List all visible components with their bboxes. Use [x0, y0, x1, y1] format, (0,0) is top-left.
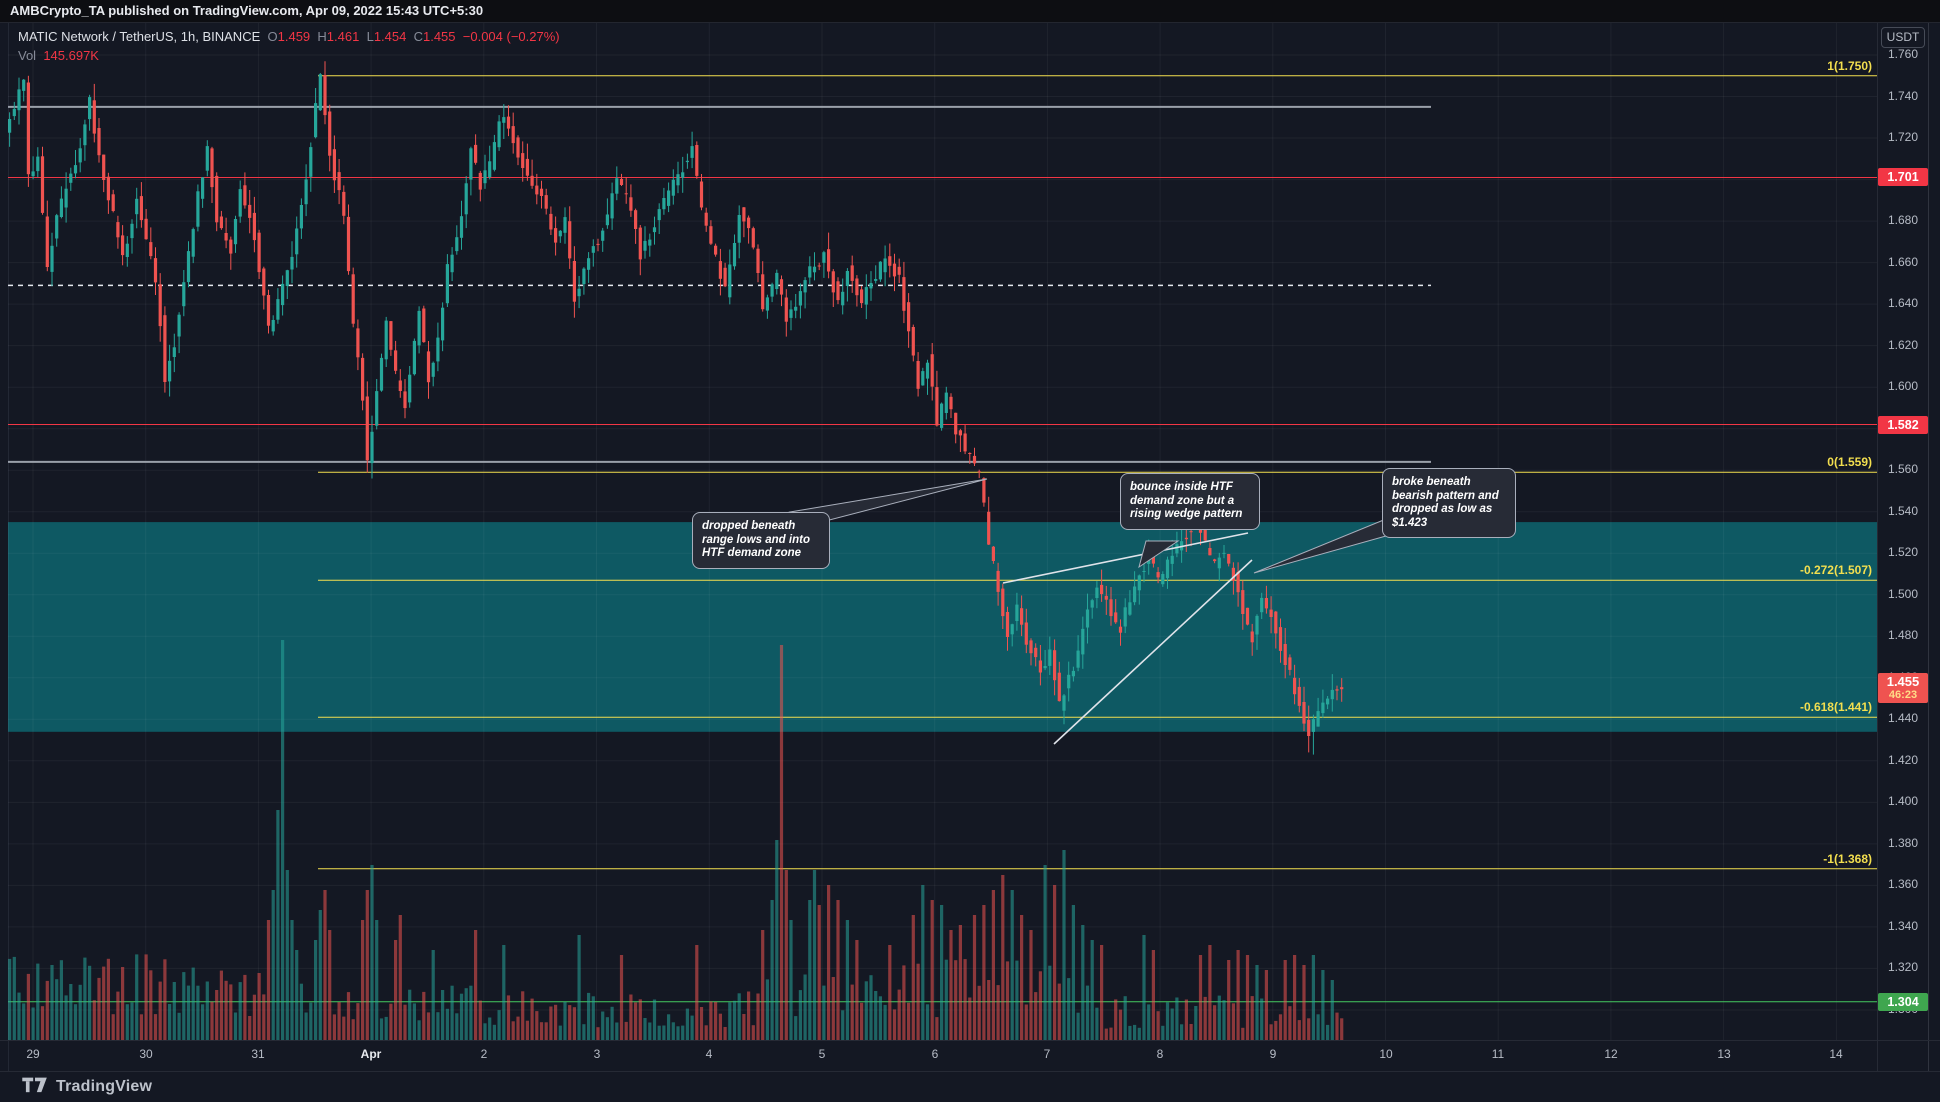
- price-tick-label: 1.420: [1887, 753, 1919, 767]
- time-tick-label: Apr: [360, 1047, 382, 1061]
- last-price-value: 1.455: [1886, 674, 1920, 689]
- price-tick-label: 1.380: [1887, 836, 1919, 850]
- time-axis-border: [0, 1040, 1940, 1041]
- callout-dropped-beneath[interactable]: dropped beneath range lows and into HTF …: [692, 512, 830, 569]
- low-label: L: [366, 29, 374, 44]
- price-tick-label: 1.320: [1887, 960, 1919, 974]
- price-tick-label: 1.400: [1887, 794, 1919, 808]
- high-value: 1.461: [326, 29, 360, 44]
- fib-level-label-fib-n272[interactable]: -0.272(1.507): [1799, 563, 1872, 577]
- time-tick-label: 9: [1269, 1047, 1277, 1061]
- price-tick-label: 1.640: [1887, 296, 1919, 310]
- time-tick-label: 30: [139, 1047, 153, 1061]
- price-tick-label: 1.360: [1887, 877, 1919, 891]
- price-level-badge-res-1582: 1.582: [1878, 416, 1928, 434]
- tradingview-brand[interactable]: TradingView: [56, 1077, 153, 1095]
- fib-level-label-fib-0[interactable]: 0(1.559): [1827, 455, 1872, 469]
- price-tick-label: 1.440: [1887, 711, 1919, 725]
- footer: TradingView: [22, 1074, 152, 1099]
- close-label: C: [413, 29, 423, 44]
- price-tick-label: 1.540: [1887, 504, 1919, 518]
- price-tick-label: 1.620: [1887, 338, 1919, 352]
- open-value: 1.459: [277, 29, 311, 44]
- time-tick-label: 29: [26, 1047, 40, 1061]
- fib-level-label-fib-n618[interactable]: -0.618(1.441): [1799, 700, 1872, 714]
- last-price-badge: 1.455 46:23: [1878, 673, 1928, 703]
- price-tick-label: 1.740: [1887, 89, 1919, 103]
- time-tick-label: 7: [1043, 1047, 1051, 1061]
- time-tick-label: 31: [251, 1047, 265, 1061]
- change-value: −0.004 (−0.27%): [462, 29, 560, 44]
- price-tick-label: 1.680: [1887, 213, 1919, 227]
- close-value: 1.455: [422, 29, 456, 44]
- price-tick-label: 1.760: [1887, 47, 1919, 61]
- price-tick-label: 1.600: [1887, 379, 1919, 393]
- callout-bounce-inside[interactable]: bounce inside HTF demand zone but a risi…: [1120, 473, 1260, 530]
- bar-countdown: 46:23: [1888, 689, 1918, 701]
- price-level-badge-support-1304: 1.304: [1878, 993, 1928, 1011]
- price-tick-label: 1.560: [1887, 462, 1919, 476]
- volume-label: Vol: [18, 48, 37, 63]
- time-tick-label: 12: [1604, 1047, 1618, 1061]
- fib-level-label-fib-n1[interactable]: -1(1.368): [1823, 852, 1872, 866]
- legend-row-symbol: MATIC Network / TetherUS, 1h, BINANCE O1…: [18, 29, 560, 44]
- open-label: O: [267, 29, 278, 44]
- price-tick-label: 1.520: [1887, 545, 1919, 559]
- footer-border: [0, 1071, 1940, 1072]
- tradingview-logo-icon[interactable]: [22, 1074, 48, 1099]
- legend-row-volume: Vol 145.697K: [18, 48, 560, 63]
- time-tick-label: 8: [1156, 1047, 1164, 1061]
- pane-left-border: [8, 22, 9, 1071]
- right-edge-border: [1928, 22, 1929, 1071]
- low-value: 1.454: [373, 29, 407, 44]
- price-level-badge-res-1701: 1.701: [1878, 168, 1928, 186]
- fib-level-label-fib-1[interactable]: 1(1.750): [1827, 59, 1872, 73]
- price-tick-label: 1.480: [1887, 628, 1919, 642]
- price-axis-border: [1877, 22, 1878, 1071]
- callout-broke-beneath[interactable]: broke beneath bearish pattern and droppe…: [1382, 468, 1516, 539]
- chart-legend: MATIC Network / TetherUS, 1h, BINANCE O1…: [18, 29, 560, 63]
- publish-text: AMBCrypto_TA published on TradingView.co…: [10, 3, 484, 18]
- symbol-title[interactable]: MATIC Network / TetherUS, 1h, BINANCE: [18, 29, 261, 44]
- time-tick-label: 11: [1491, 1047, 1505, 1061]
- volume-value: 145.697K: [43, 48, 99, 63]
- price-tick-label: 1.660: [1887, 255, 1919, 269]
- price-tick-label: 1.720: [1887, 130, 1919, 144]
- time-tick-label: 4: [705, 1047, 713, 1061]
- time-tick-label: 14: [1829, 1047, 1843, 1061]
- publish-bar: AMBCrypto_TA published on TradingView.co…: [0, 0, 1940, 23]
- time-tick-label: 6: [931, 1047, 939, 1061]
- high-label: H: [317, 29, 327, 44]
- time-tick-label: 13: [1717, 1047, 1731, 1061]
- price-tick-label: 1.500: [1887, 587, 1919, 601]
- currency-badge[interactable]: USDT: [1881, 27, 1925, 48]
- time-tick-label: 2: [480, 1047, 488, 1061]
- time-tick-label: 3: [593, 1047, 601, 1061]
- price-tick-label: 1.340: [1887, 919, 1919, 933]
- time-tick-label: 10: [1379, 1047, 1393, 1061]
- time-tick-label: 5: [818, 1047, 826, 1061]
